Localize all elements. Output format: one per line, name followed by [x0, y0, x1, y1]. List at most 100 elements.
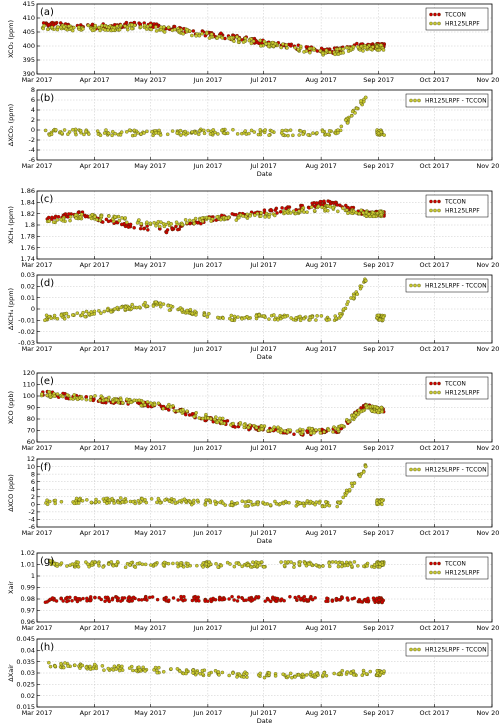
data-point [172, 27, 177, 32]
data-point [363, 278, 368, 283]
y-tick-label: 120 [23, 369, 35, 377]
y-tick-label: 0.035 [16, 658, 35, 666]
data-point [134, 668, 138, 673]
data-points [43, 559, 386, 605]
y-tick-label: 4 [31, 485, 35, 493]
data-point [299, 596, 303, 601]
panel-label: (a) [40, 7, 54, 18]
data-point [220, 597, 224, 602]
data-point [135, 221, 140, 225]
data-point [165, 404, 170, 409]
data-point [197, 599, 201, 603]
data-point [378, 672, 383, 677]
data-point [126, 596, 131, 600]
data-point [91, 666, 95, 671]
data-point [255, 211, 260, 216]
x-tick-label: Nov 2017 [476, 162, 500, 170]
data-point [304, 673, 309, 677]
data-point [347, 487, 352, 492]
legend-marker [429, 381, 433, 386]
data-point [47, 660, 51, 665]
data-point [50, 25, 54, 30]
data-point [163, 498, 167, 502]
data-point [348, 562, 353, 566]
data-point [215, 36, 220, 40]
data-point [167, 598, 171, 602]
y-axis-label: XCO₂ (ppm) [7, 20, 15, 58]
panel-a: 390 395 400 405 410 415 Mar 2017 Apr 2017 May 20… [7, 0, 500, 84]
data-point [361, 49, 365, 53]
data-points [40, 20, 386, 57]
data-point [340, 560, 344, 565]
y-tick-label: 1.02 [21, 549, 35, 557]
data-point [235, 675, 239, 679]
data-point [145, 400, 150, 404]
data-point [273, 213, 277, 218]
y-tick-label: 2 [31, 116, 35, 124]
data-point [272, 317, 277, 322]
y-tick-label: 1.01 [21, 561, 35, 569]
y-tick-label: 0.025 [16, 681, 35, 689]
legend-marker [433, 381, 437, 386]
data-point [218, 416, 222, 421]
data-point [259, 211, 263, 215]
data-point [125, 397, 129, 402]
data-point [292, 562, 297, 566]
y-axis-label: ΔXair [7, 664, 15, 682]
data-point [379, 405, 384, 410]
data-point [237, 37, 242, 41]
data-point [247, 131, 251, 136]
data-point [124, 499, 128, 504]
data-point [40, 392, 44, 396]
data-point [190, 311, 195, 316]
data-point [282, 563, 287, 568]
data-point [214, 561, 218, 566]
data-point [107, 599, 112, 604]
data-point [186, 561, 190, 566]
data-point [327, 503, 332, 508]
y-axis-label: ΔXCO (ppb) [7, 474, 15, 512]
data-point [268, 503, 273, 507]
data-point [207, 36, 212, 40]
x-tick-label: May 2017 [134, 624, 166, 632]
legend-marker [433, 12, 437, 17]
data-point [188, 221, 192, 226]
legend: HR125LRPF - TCCON [405, 642, 489, 657]
data-point [292, 432, 296, 437]
data-point [288, 671, 293, 676]
axes-frame [36, 458, 493, 528]
data-point [230, 318, 234, 322]
data-point [355, 41, 359, 46]
data-point [86, 23, 91, 28]
x-tick-label: Jun 2017 [192, 261, 222, 269]
y-tick-label: 70 [27, 427, 35, 435]
data-point [166, 561, 171, 566]
data-point [123, 216, 128, 220]
legend: HR125LRPF - TCCON [405, 93, 489, 108]
data-point [207, 560, 211, 564]
data-point [362, 670, 366, 675]
x-tick-label: Aug 2017 [305, 162, 336, 170]
x-tick-label: Apr 2017 [80, 624, 110, 632]
data-point [232, 314, 237, 319]
data-point [106, 28, 110, 32]
y-tick-label: -0.03 [18, 339, 35, 347]
legend-marker [413, 647, 417, 652]
data-point [104, 128, 108, 132]
data-point [314, 563, 318, 567]
data-point [84, 395, 89, 399]
x-tick-label: Mar 2017 [22, 261, 53, 269]
data-point [158, 304, 163, 309]
data-point [311, 46, 316, 51]
data-point [193, 216, 198, 221]
data-point [255, 40, 260, 45]
y-tick-label: 0.97 [21, 607, 35, 615]
data-point [336, 209, 340, 214]
data-point [111, 563, 116, 568]
data-point [349, 481, 354, 486]
legend: HR125LRPF - TCCON [405, 462, 489, 477]
data-point [249, 500, 253, 504]
x-tick-label: Jun 2017 [192, 529, 222, 537]
y-tick-label: 410 [23, 14, 35, 22]
x-tick-label: Aug 2017 [305, 76, 336, 84]
